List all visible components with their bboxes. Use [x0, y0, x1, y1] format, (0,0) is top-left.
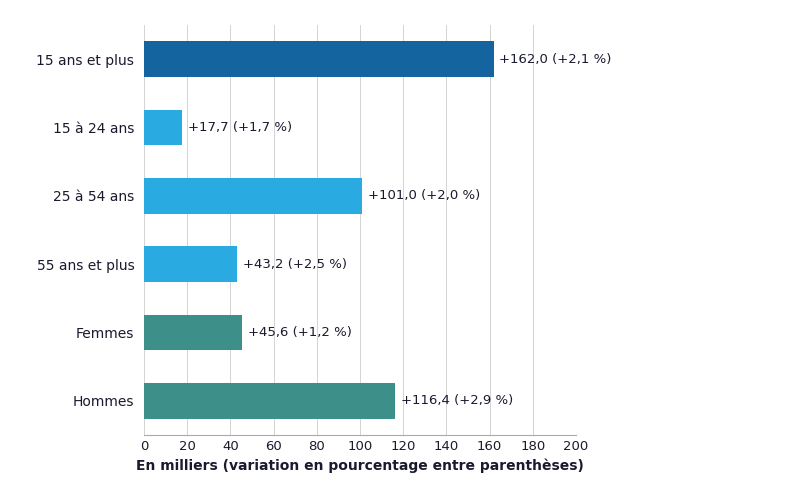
Text: +17,7 (+1,7 %): +17,7 (+1,7 %) — [188, 121, 292, 134]
Text: +45,6 (+1,2 %): +45,6 (+1,2 %) — [248, 326, 352, 339]
Bar — [144, 42, 494, 77]
Text: +43,2 (+2,5 %): +43,2 (+2,5 %) — [242, 258, 346, 270]
Bar — [144, 246, 238, 282]
Text: +101,0 (+2,0 %): +101,0 (+2,0 %) — [367, 190, 480, 202]
Bar — [144, 110, 182, 146]
Text: +162,0 (+2,1 %): +162,0 (+2,1 %) — [499, 52, 612, 66]
Bar — [144, 383, 395, 418]
Bar — [144, 314, 242, 350]
Text: +116,4 (+2,9 %): +116,4 (+2,9 %) — [401, 394, 513, 407]
Bar — [144, 178, 362, 214]
X-axis label: En milliers (variation en pourcentage entre parenthèses): En milliers (variation en pourcentage en… — [136, 458, 584, 473]
